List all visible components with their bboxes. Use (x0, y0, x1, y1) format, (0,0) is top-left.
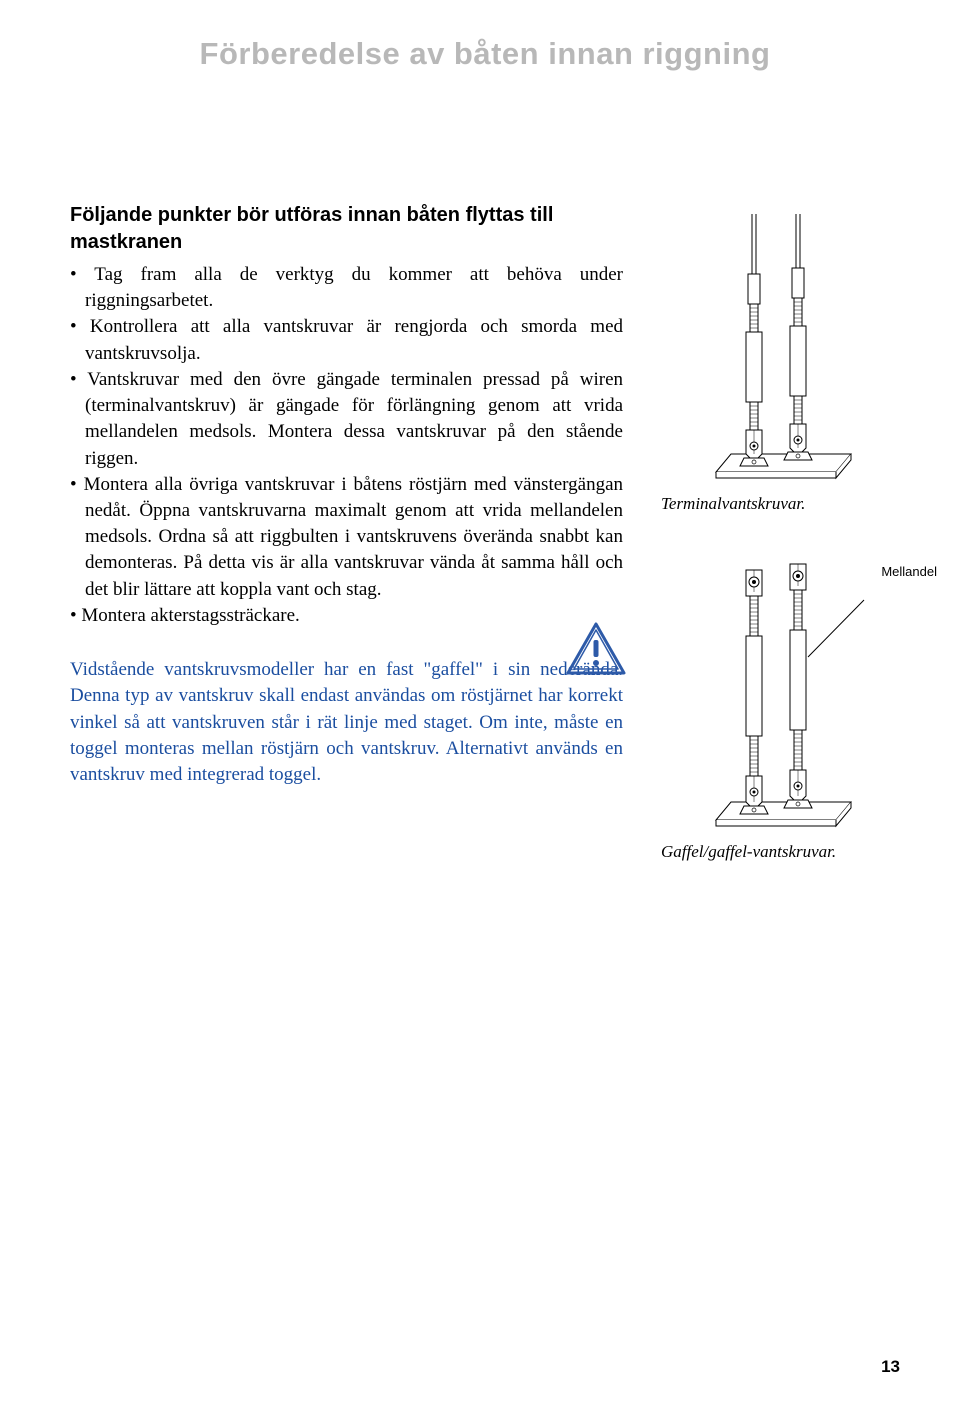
content-wrapper: Följande punkter bör utföras innan båten… (70, 202, 900, 862)
page-title: Förberedelse av båten innan riggning (70, 36, 900, 72)
figure-caption: Gaffel/gaffel-vantskruvar. (661, 842, 836, 862)
warning-icon (565, 622, 627, 677)
list-item: Kontrollera att alla vantskruvar är reng… (70, 314, 623, 366)
figure-caption: Terminalvantskruvar. (661, 494, 805, 514)
list-item: Montera alla övriga vantskruvar i båtens… (70, 472, 623, 603)
subheading: Följande punkter bör utföras innan båten… (70, 202, 623, 256)
note-paragraph: Vidstående vantskruvsmodeller har en fas… (70, 657, 623, 788)
mellandel-label: Mellandel (881, 564, 937, 579)
list-item: Tag fram alla de verktyg du kommer att b… (70, 262, 623, 314)
page-number: 13 (881, 1357, 900, 1377)
turnbuckle-terminal-illustration (686, 214, 866, 484)
figure-column: Terminalvantskruvar. (657, 202, 895, 862)
figure-terminal: Terminalvantskruvar. (657, 214, 895, 514)
list-item: Vantskruvar med den övre gängade termina… (70, 367, 623, 472)
turnbuckle-gaffel-illustration (686, 562, 866, 832)
list-item: Montera akterstagssträckare. (70, 603, 623, 629)
text-column: Följande punkter bör utföras innan båten… (70, 202, 623, 862)
bullet-list: Tag fram alla de verktyg du kommer att b… (70, 262, 623, 629)
figure-gaffel: Gaffel/gaffel-vantskruvar. (657, 562, 895, 862)
